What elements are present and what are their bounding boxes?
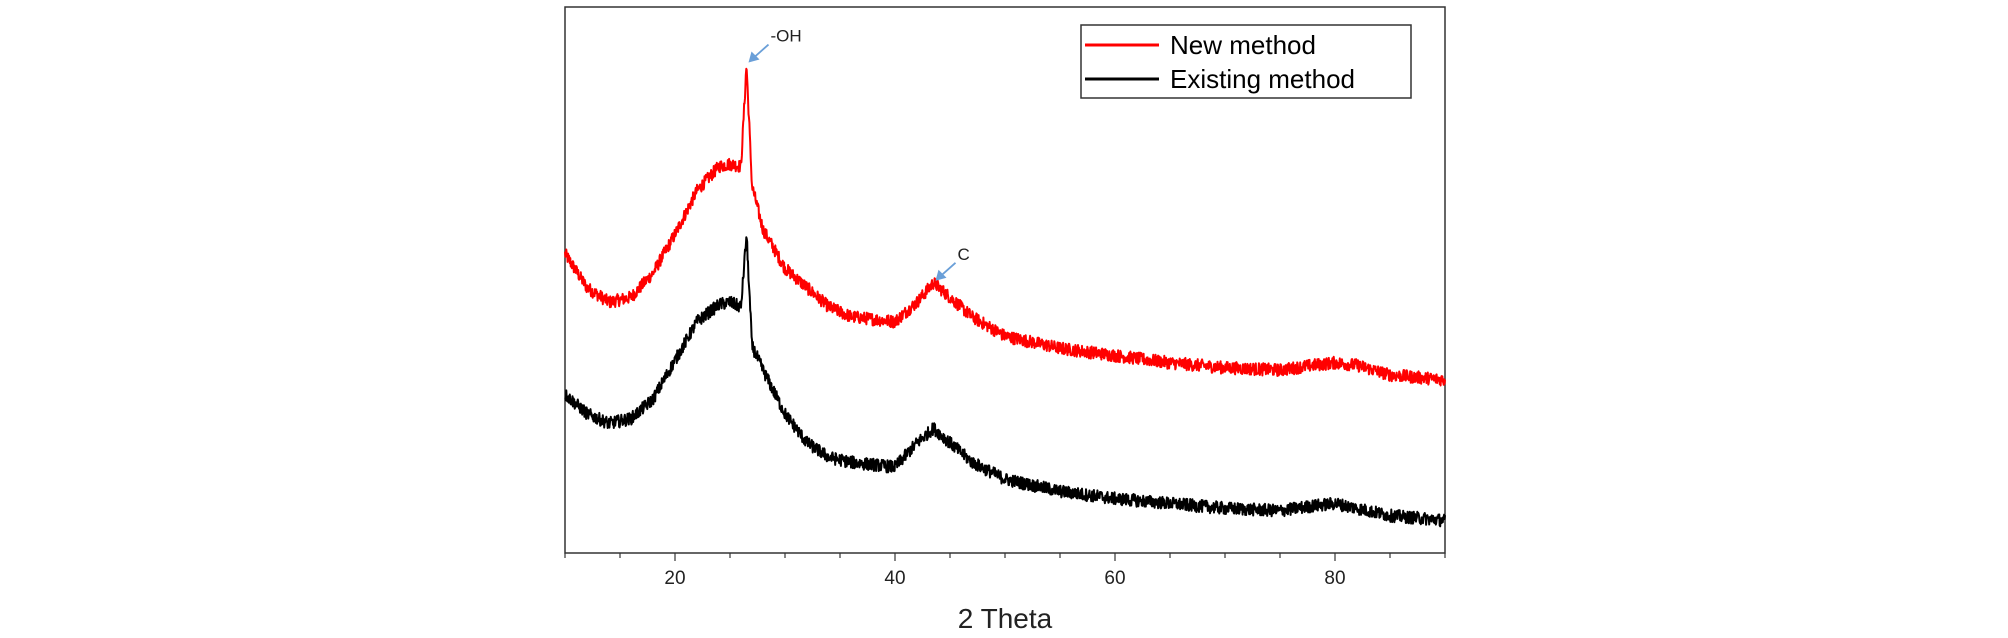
- x-tick-label: 20: [664, 568, 685, 589]
- annotation-arrowhead: [935, 269, 947, 281]
- legend-box: [1080, 24, 1412, 99]
- series-line-new-method: [564, 67, 1446, 387]
- annotation-label: C: [958, 245, 970, 264]
- series-line-existing-method: [564, 236, 1446, 528]
- legend-label-existing-method: Existing method: [1170, 64, 1355, 94]
- annotation-arrowhead: [748, 51, 760, 63]
- series-layer: [564, 67, 1446, 528]
- x-axis-ticks: 20 40 60 80: [564, 553, 1446, 589]
- x-tick-label: 40: [884, 568, 905, 589]
- legend-label-new-method: New method: [1170, 30, 1316, 60]
- legend: New method Existing method: [1080, 24, 1412, 99]
- x-tick-label: 60: [1104, 568, 1125, 589]
- annotations: -OH C: [748, 27, 970, 281]
- x-axis-title: 2 Theta: [958, 603, 1053, 634]
- annotation-label: -OH: [771, 27, 802, 46]
- x-tick-label: 80: [1324, 568, 1345, 589]
